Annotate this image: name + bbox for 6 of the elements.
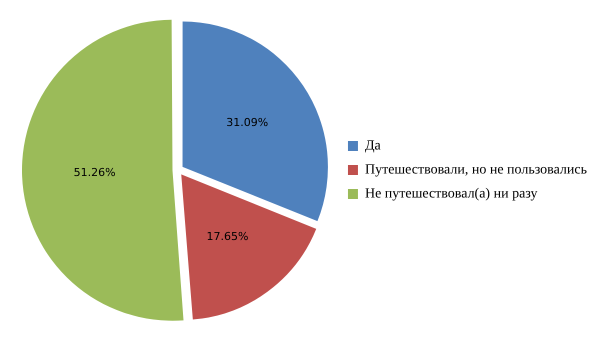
legend-label: Путешествовали, но не пользовались xyxy=(364,162,588,178)
data-label: 51.26% xyxy=(74,166,116,180)
legend-label: Не путешествовал(а) ни разу xyxy=(364,186,538,202)
legend-label: Да xyxy=(364,138,382,154)
data-label: 31.09% xyxy=(226,116,268,130)
data-label: 17.65% xyxy=(206,230,248,244)
